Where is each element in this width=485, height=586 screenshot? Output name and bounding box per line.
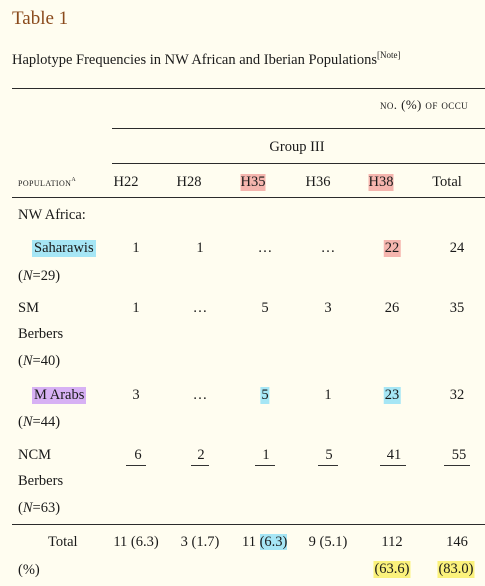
table-caption: Haplotype Frequencies in NW African and … bbox=[12, 50, 400, 69]
col-header-h36: H36 bbox=[305, 174, 331, 190]
sum-underline bbox=[444, 465, 470, 466]
col-header-h38: H38 bbox=[368, 174, 394, 191]
sum-underline bbox=[255, 465, 275, 466]
table-title: Table 1 bbox=[12, 8, 69, 29]
spanner-header: no. (%) of occu bbox=[380, 97, 468, 112]
total-h38-count: 112 bbox=[381, 534, 403, 550]
row-sm-berbers-pop-line1: SM bbox=[18, 300, 39, 316]
table-cell: 35 bbox=[449, 300, 465, 316]
table-cell: … bbox=[320, 240, 336, 256]
table-cell: 1 bbox=[132, 300, 140, 316]
total-h36: 9 (5.1) bbox=[308, 534, 348, 550]
table-cell: 1 bbox=[196, 240, 204, 256]
table-cell: 23 bbox=[383, 387, 401, 404]
row-ncm-berbers-n-value: 63 bbox=[40, 500, 56, 516]
total-h28: 3 (1.7) bbox=[180, 534, 220, 550]
table-cell: 5 bbox=[261, 300, 269, 316]
population-footnote-marker[interactable]: a bbox=[71, 174, 77, 183]
top-rule bbox=[12, 88, 485, 89]
totals-unit: (%) bbox=[18, 562, 40, 578]
spanner-rule bbox=[112, 128, 485, 129]
sum-underline bbox=[380, 465, 406, 466]
row-m-arabs-n: (N=44) bbox=[18, 414, 61, 430]
table-cell: 3 bbox=[132, 387, 140, 403]
row-ncm-berbers-pop-line1: NCM bbox=[18, 447, 52, 463]
table-cell: 2 bbox=[197, 447, 205, 463]
table-cell: 1 bbox=[324, 387, 332, 403]
sum-underline bbox=[126, 465, 146, 466]
totals-label: Total bbox=[48, 534, 78, 550]
table-cell: 41 bbox=[386, 447, 402, 463]
row-saharawis-n: (N=29) bbox=[18, 268, 61, 284]
col-header-total: Total bbox=[432, 174, 462, 190]
table-cell: 1 bbox=[262, 447, 270, 463]
group-header: Group III bbox=[269, 139, 325, 155]
row-ncm-berbers-n: (N=63) bbox=[18, 500, 61, 516]
table-cell: 5 bbox=[325, 447, 333, 463]
section-label: NW Africa: bbox=[18, 207, 86, 223]
row-saharawis-n-value: 29 bbox=[40, 268, 56, 284]
total-h35-count: 11 bbox=[242, 534, 256, 550]
row-m-arabs-n-value: 44 bbox=[40, 414, 56, 430]
sum-underline bbox=[318, 465, 338, 466]
population-header-label: population bbox=[18, 176, 72, 189]
table-cell: 1 bbox=[132, 240, 140, 256]
table-cell: 3 bbox=[324, 300, 332, 316]
table-cell: 32 bbox=[449, 387, 465, 403]
total-all-pct: (83.0) bbox=[437, 561, 475, 578]
row-ncm-berbers-pop-line2: Berbers bbox=[18, 473, 64, 489]
caption-text: Haplotype Frequencies in NW African and … bbox=[12, 52, 377, 68]
caption-note-link[interactable]: [Note] bbox=[376, 50, 401, 60]
col-header-h28: H28 bbox=[176, 174, 202, 190]
sum-underline bbox=[191, 465, 209, 466]
header-rule bbox=[12, 197, 485, 198]
row-m-arabs-pop: M Arabs bbox=[32, 387, 87, 404]
table-cell: 22 bbox=[383, 240, 401, 257]
table-cell: 6 bbox=[134, 447, 142, 463]
row-sm-berbers-n-value: 40 bbox=[40, 353, 56, 369]
row-saharawis-pop: Saharawis bbox=[32, 240, 96, 257]
col-header-h22: H22 bbox=[113, 174, 139, 190]
col-header-h35: H35 bbox=[240, 174, 266, 191]
table-cell: … bbox=[192, 300, 208, 316]
total-h22: 11 (6.3) bbox=[113, 534, 159, 550]
total-h35: 11 (6.3) bbox=[242, 534, 288, 551]
total-all-count: 146 bbox=[446, 534, 468, 550]
row-sm-berbers-pop-line2: Berbers bbox=[18, 326, 64, 342]
table-cell: … bbox=[257, 240, 273, 256]
total-h38-pct: (63.6) bbox=[373, 561, 411, 578]
group-rule bbox=[112, 163, 485, 164]
table-cell: 5 bbox=[260, 387, 270, 404]
total-h35-pct: (6.3) bbox=[259, 534, 288, 550]
row-sm-berbers-n: (N=40) bbox=[18, 353, 61, 369]
table-cell: 24 bbox=[449, 240, 465, 256]
totals-rule bbox=[12, 524, 485, 525]
table-cell: 55 bbox=[451, 447, 467, 463]
population-header: populationa bbox=[18, 174, 76, 189]
table-cell: … bbox=[192, 387, 208, 403]
table-cell: 26 bbox=[384, 300, 400, 316]
